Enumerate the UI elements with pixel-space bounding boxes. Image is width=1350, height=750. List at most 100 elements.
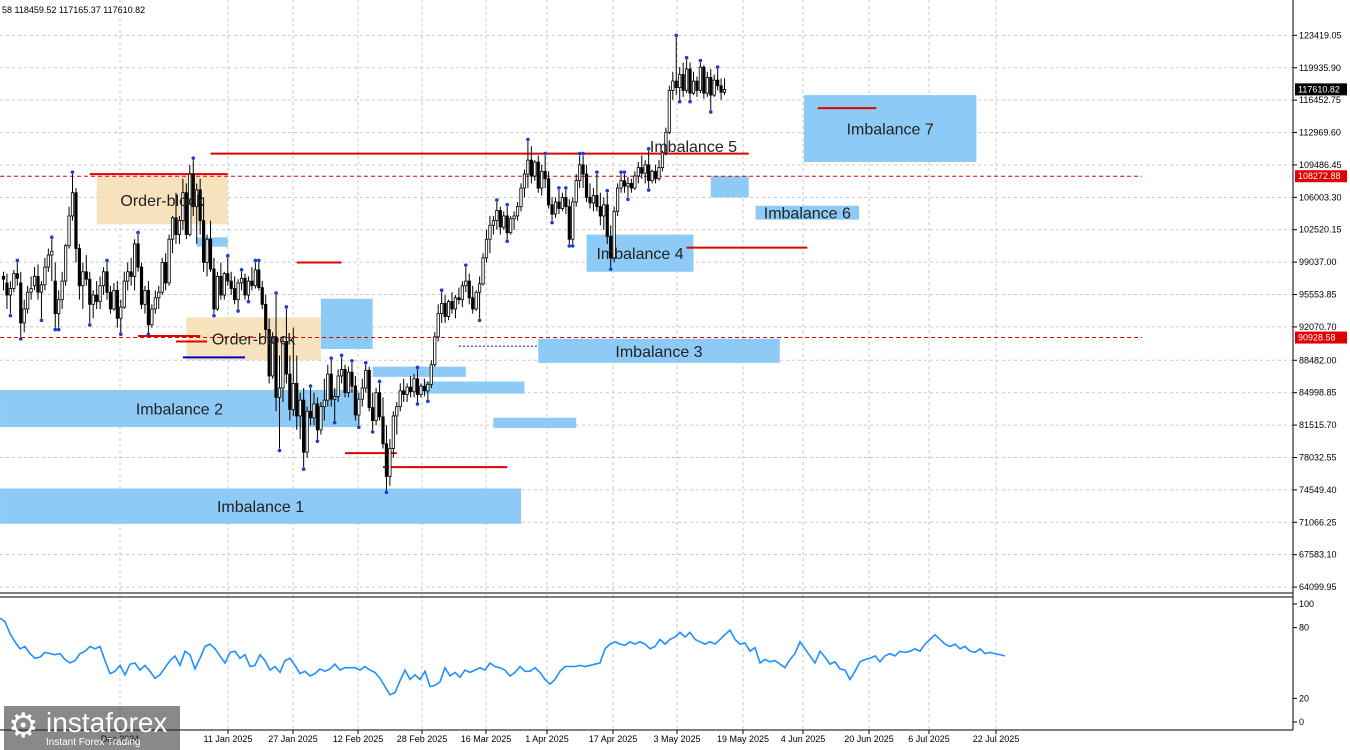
candle	[505, 202, 510, 244]
candle-body	[212, 268, 216, 310]
candle	[540, 164, 544, 196]
candle-body	[540, 170, 544, 189]
candle-body	[481, 257, 485, 285]
candle	[619, 170, 623, 193]
candle-body	[243, 277, 247, 296]
candle	[719, 78, 723, 100]
fractal-down-marker	[646, 188, 651, 192]
candle-body	[564, 196, 568, 208]
candle-body	[222, 273, 226, 296]
candle-body	[67, 215, 71, 247]
candle	[91, 290, 95, 319]
candle-body	[319, 406, 323, 431]
candle	[688, 62, 692, 104]
candle	[467, 273, 471, 305]
fractal-up-marker	[605, 188, 610, 193]
candle	[715, 65, 720, 91]
fractal-down-marker	[708, 110, 713, 114]
candle	[253, 258, 258, 289]
candle-body	[588, 196, 592, 204]
candle-body	[281, 341, 285, 389]
candle-body	[8, 288, 12, 296]
candle-body	[591, 195, 596, 204]
imbalance-zone	[424, 381, 525, 394]
candle-body	[98, 285, 102, 302]
candle-body	[547, 178, 551, 206]
candle	[481, 253, 485, 286]
candle	[229, 271, 233, 296]
fractal-up-marker	[329, 356, 334, 360]
candle	[474, 290, 478, 311]
candle-body	[5, 282, 9, 296]
fractal-up-marker	[274, 291, 278, 295]
fractal-up-marker	[543, 151, 547, 156]
candle	[132, 239, 137, 291]
candle	[53, 262, 58, 332]
candle	[377, 379, 382, 421]
candle-body	[19, 282, 23, 324]
candle-body	[267, 329, 271, 377]
candle	[143, 285, 147, 314]
candle	[439, 288, 444, 323]
candle	[101, 267, 106, 296]
candle-body	[191, 173, 195, 208]
candle-body	[612, 210, 616, 259]
candle	[495, 198, 499, 230]
candle-body	[440, 302, 444, 315]
candle-body	[274, 336, 278, 398]
candle	[8, 281, 13, 318]
candle	[553, 197, 558, 218]
candle-body	[647, 164, 651, 182]
fractal-up-marker	[105, 258, 109, 263]
candle-body	[536, 161, 540, 189]
x-tick-label: 27 Jan 2025	[268, 734, 318, 744]
fractal-up-marker	[557, 186, 561, 190]
candle	[653, 164, 658, 184]
y-tick-label: 71066.25	[1299, 517, 1337, 527]
candle	[446, 299, 451, 321]
logo-text: instaforex	[46, 707, 168, 738]
candle	[374, 388, 378, 426]
candle	[650, 169, 654, 184]
candle	[564, 186, 568, 215]
candle-body	[436, 313, 440, 338]
candle-body	[457, 297, 461, 301]
candle-body	[550, 204, 554, 215]
candle-body	[70, 192, 75, 217]
indicator-tick-label: 80	[1299, 623, 1309, 633]
y-tick-label: 123419.05	[1299, 30, 1342, 40]
candle	[588, 183, 592, 209]
candle-body	[153, 297, 157, 310]
candle	[633, 171, 637, 190]
candle	[391, 411, 395, 458]
y-tick-label: 116452.75	[1299, 95, 1341, 105]
candle	[105, 258, 109, 300]
candle-body	[315, 403, 320, 431]
candle-body	[629, 183, 634, 189]
candle	[56, 290, 61, 332]
fractal-down-marker	[87, 323, 92, 327]
candle	[95, 281, 99, 309]
candle	[616, 183, 620, 216]
fractal-up-marker	[191, 156, 196, 160]
candle	[1, 271, 6, 291]
candle-body	[464, 280, 468, 287]
candle-body	[678, 74, 682, 89]
candle	[350, 359, 354, 393]
candle	[598, 192, 602, 226]
candle	[629, 178, 634, 193]
candle	[305, 406, 309, 458]
candle	[74, 188, 78, 263]
candle	[284, 305, 289, 384]
candle-body	[560, 196, 565, 209]
price-axis[interactable]: 123419.05 119935.90 116452.75 112969.60 1094…	[1293, 30, 1342, 592]
candle	[408, 375, 413, 398]
candle	[471, 285, 475, 314]
candle	[239, 267, 244, 291]
candle	[360, 378, 364, 407]
candle-body	[398, 390, 402, 408]
candle-body	[239, 277, 244, 284]
candle-body	[264, 303, 268, 330]
candle	[170, 215, 175, 254]
